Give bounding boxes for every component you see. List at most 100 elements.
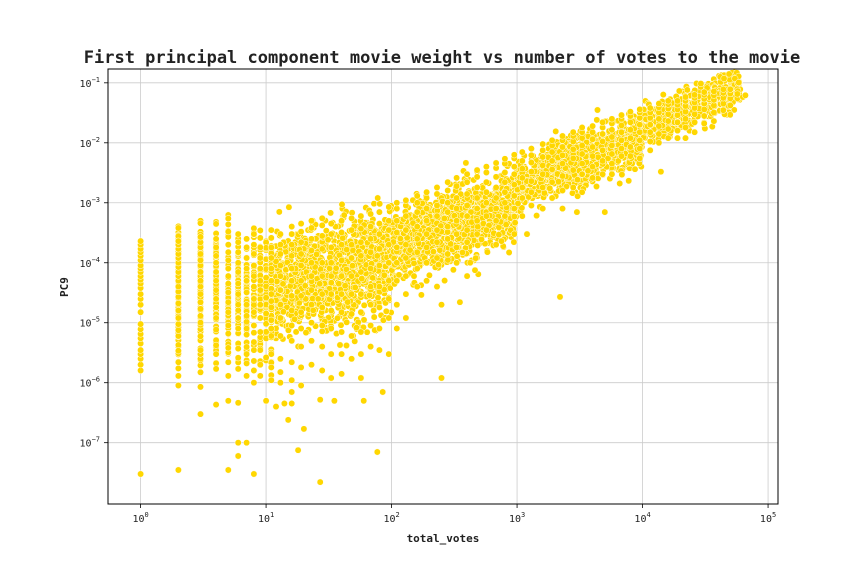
scatter-point: [262, 310, 270, 317]
scatter-point: [376, 200, 384, 208]
scatter-point: [224, 298, 232, 306]
scatter-point: [212, 277, 220, 285]
scatter-point: [314, 295, 322, 303]
scatter-point: [471, 266, 479, 274]
scatter-point: [250, 367, 258, 374]
scatter-point: [267, 290, 275, 298]
scatter-point: [280, 400, 288, 407]
scatter-point: [341, 282, 349, 290]
scatter-point: [510, 238, 518, 246]
data-points: [137, 68, 749, 486]
scatter-point: [174, 332, 182, 340]
scatter-point: [212, 295, 220, 303]
scatter-point: [250, 308, 258, 316]
scatter-point: [224, 280, 232, 288]
scatter-point: [316, 396, 324, 404]
scatter-point: [212, 341, 220, 349]
scatter-point: [523, 230, 531, 238]
scatter-point: [212, 326, 220, 334]
scatter-point: [279, 280, 287, 288]
scatter-point: [250, 272, 258, 280]
scatter-point: [234, 280, 242, 288]
scatter-point: [250, 295, 258, 303]
scatter-point: [224, 228, 232, 236]
scatter-point: [174, 372, 182, 380]
scatter-point: [243, 288, 251, 296]
scatter-point: [256, 227, 264, 234]
scatter-point: [250, 470, 258, 478]
scatter-point: [174, 224, 182, 232]
scatter-point: [224, 288, 232, 296]
scatter-point: [137, 290, 145, 298]
scatter-point: [224, 466, 232, 474]
scatter-point: [224, 330, 232, 338]
scatter-point: [262, 320, 270, 328]
scatter-point: [234, 365, 242, 373]
scatter-point: [174, 382, 182, 389]
scatter-point: [224, 272, 232, 280]
scatter-point: [300, 425, 308, 433]
scatter-point: [276, 332, 284, 340]
scatter-point: [234, 314, 242, 322]
scatter-point: [336, 341, 344, 349]
scatter-point: [288, 292, 296, 300]
scatter-point: [197, 283, 204, 291]
scatter-point: [659, 91, 667, 99]
scatter-point: [343, 342, 350, 349]
scatter-point: [197, 346, 204, 354]
scatter-point: [212, 350, 220, 358]
scatter-point: [510, 213, 518, 220]
scatter-point: [267, 277, 275, 285]
scatter-point: [137, 346, 145, 354]
scatter-point: [250, 338, 258, 346]
scatter-point: [212, 303, 220, 311]
scatter-point: [456, 298, 464, 306]
scatter-point: [276, 241, 284, 249]
scatter-point: [267, 316, 275, 324]
scatter-point: [243, 350, 251, 358]
scatter-point: [435, 261, 442, 269]
scatter-point: [288, 252, 296, 260]
scatter-point: [349, 262, 356, 270]
scatter-point: [474, 241, 482, 249]
scatter-point: [406, 246, 414, 254]
scatter-point: [546, 184, 554, 192]
scatter-point: [267, 376, 275, 384]
scatter-point: [379, 388, 387, 396]
scatter-point: [594, 106, 601, 114]
scatter-point: [137, 361, 145, 369]
scatter-point: [243, 439, 251, 447]
grid-lines: [108, 69, 778, 504]
scatter-point: [440, 215, 448, 222]
scatter-point: [288, 388, 296, 396]
scatter-point: [256, 346, 264, 354]
scatter-point: [505, 249, 513, 256]
scatter-point: [243, 343, 251, 351]
scatter-point: [224, 220, 232, 228]
scatter-point: [267, 265, 275, 273]
scatter-point: [302, 329, 310, 337]
scatter-point: [267, 350, 275, 358]
scatter-point: [197, 250, 204, 258]
scatter-point: [267, 363, 275, 371]
scatter-point: [212, 243, 220, 251]
scatter-point: [616, 180, 624, 187]
scatter-point: [625, 177, 633, 185]
scatter-point: [288, 400, 296, 407]
scatter-point: [441, 277, 449, 285]
scatter-point: [197, 277, 204, 285]
scatter-point: [360, 316, 368, 324]
scatter-point: [174, 364, 182, 372]
scatter-point: [288, 358, 296, 366]
scatter-point: [224, 248, 232, 256]
scatter-point: [267, 325, 275, 333]
scatter-point: [212, 286, 220, 294]
scatter-point: [224, 344, 232, 352]
scatter-point: [334, 314, 341, 322]
scatter-point: [243, 312, 251, 320]
scatter-point: [601, 208, 609, 216]
scatter-point: [243, 277, 251, 285]
scatter-point: [337, 321, 345, 329]
scatter-point: [243, 265, 251, 273]
scatter-point: [552, 127, 560, 135]
